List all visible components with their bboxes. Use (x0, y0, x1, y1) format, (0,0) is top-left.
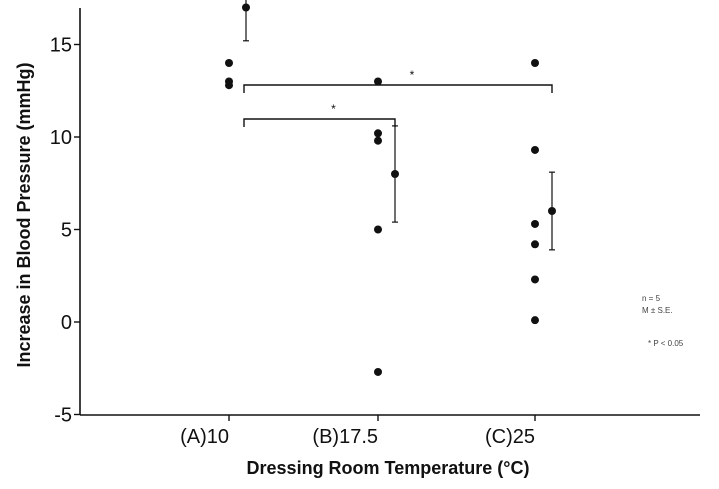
error-bars (242, 0, 556, 251)
y-tick-label: 15 (50, 35, 72, 57)
data-point (374, 136, 382, 145)
x-category-label: (B)17.5 (312, 426, 378, 448)
legend-text: M ± S.E. (642, 306, 673, 315)
x-categories: (A)10 (B)17.5 (C)25 (180, 415, 536, 448)
legend-text: n = 5 (642, 294, 661, 303)
significance-label: * (410, 68, 415, 82)
y-tick-label: 0 (61, 312, 72, 334)
data-points (225, 59, 539, 376)
data-point (225, 59, 233, 67)
y-tick-label: -5 (54, 405, 72, 427)
data-point (225, 81, 233, 90)
data-point (531, 240, 539, 249)
legend-note: * P < 0.05 (648, 339, 684, 348)
data-point (374, 367, 382, 376)
data-point (531, 316, 539, 325)
data-point (531, 275, 539, 284)
data-point (374, 225, 382, 234)
data-point (531, 219, 539, 228)
x-axis-label: Dressing Room Temperature (°C) (247, 458, 530, 478)
mean-point (391, 170, 399, 178)
axes (79, 8, 700, 416)
x-category-label: (C)25 (485, 426, 535, 448)
mean-point (242, 3, 250, 12)
significance-label: * (331, 102, 336, 116)
y-ticks: -5051015202530 (50, 35, 80, 427)
data-point (374, 129, 382, 138)
legend: n = 5 M ± S.E. * P < 0.05 (642, 294, 684, 348)
significance-bracket (243, 84, 553, 93)
data-point (374, 77, 382, 86)
significance-bracket (243, 118, 396, 127)
y-tick-label: 5 (61, 220, 72, 242)
data-point (531, 59, 539, 67)
x-category-label: (A)10 (180, 426, 229, 448)
mean-point (548, 207, 556, 215)
y-axis-label: Increase in Blood Pressure (mmHg) (14, 62, 34, 367)
significance-brackets: ** (243, 68, 553, 127)
y-tick-label: 10 (50, 127, 72, 149)
data-point (531, 145, 539, 154)
